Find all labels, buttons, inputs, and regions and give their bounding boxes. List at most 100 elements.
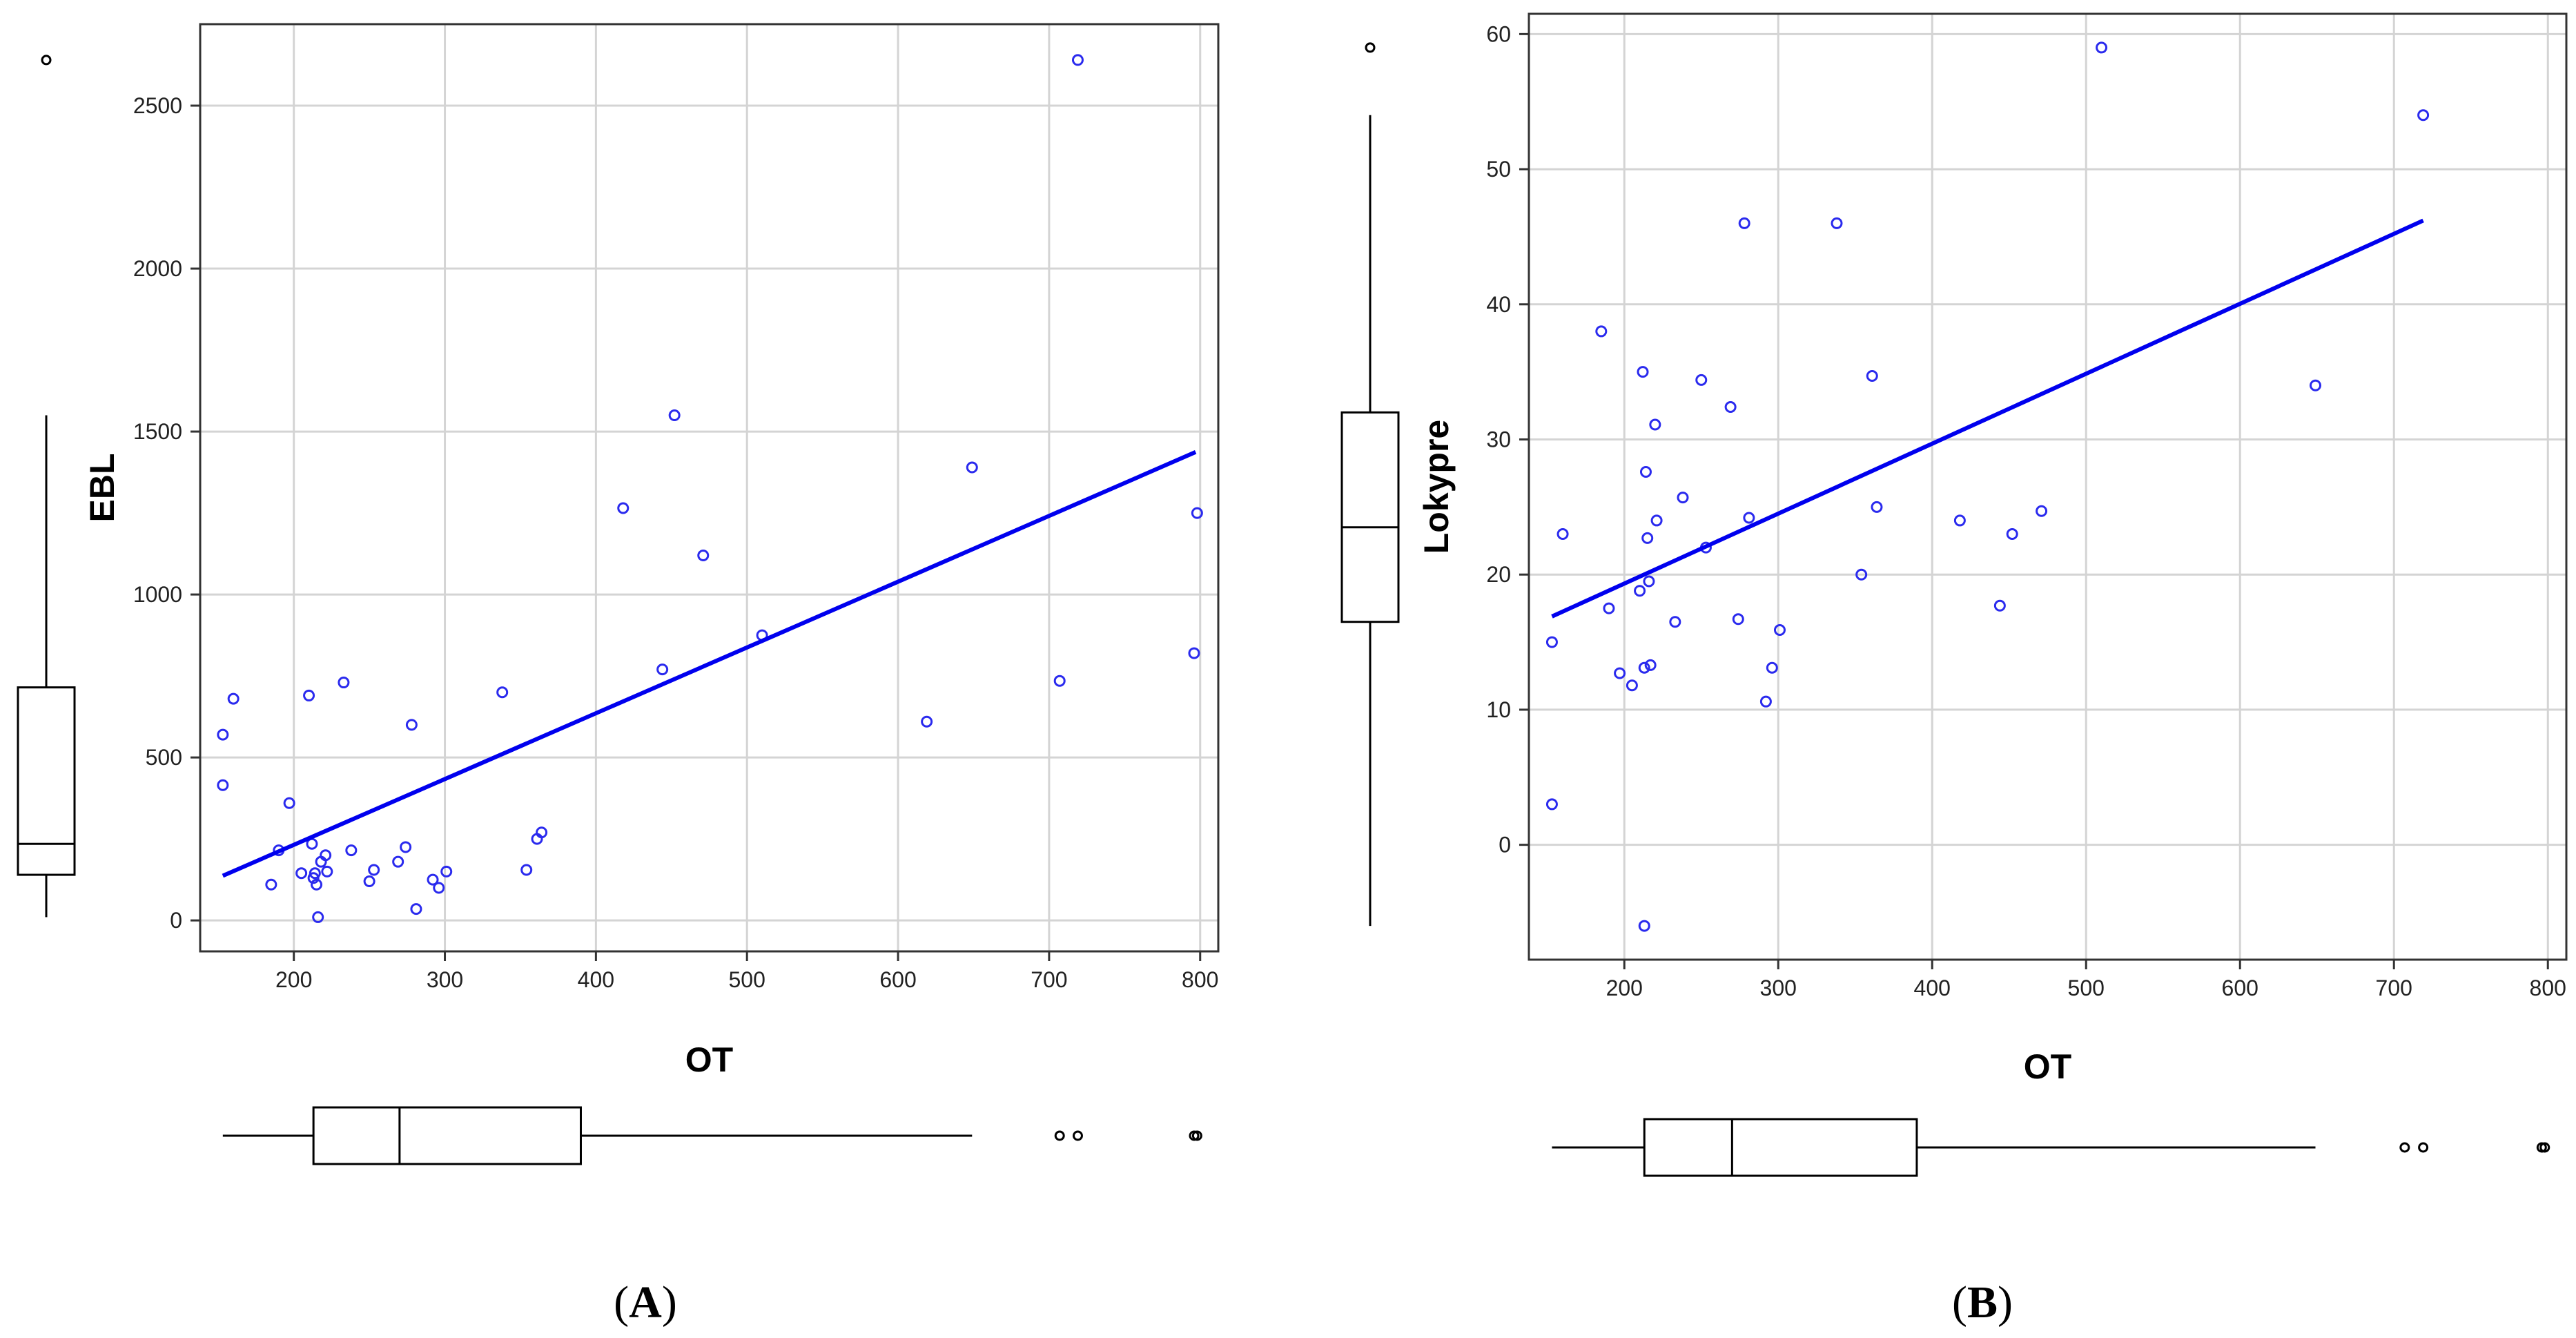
panel-b-y-tick-label-50: 50 bbox=[1486, 157, 1511, 182]
panel-b-point-21 bbox=[1724, 401, 1737, 414]
panel-b-x-boxplot-outlier-1 bbox=[2418, 1142, 2429, 1153]
panel-a-point-2 bbox=[227, 692, 240, 705]
panel-b-label-open: ( bbox=[1952, 1277, 1967, 1328]
panel-a-point-14 bbox=[320, 849, 332, 862]
panel-b-label: (B) bbox=[1952, 1277, 2013, 1328]
panel-a-point-28 bbox=[520, 864, 533, 876]
panel-a-label-close: ) bbox=[662, 1277, 677, 1328]
panel-b-x-axis-title: OT bbox=[2024, 1047, 2071, 1086]
panel-b-point-4 bbox=[1603, 602, 1615, 614]
panel-b-point-24 bbox=[1743, 512, 1755, 524]
panel-b-label-letter: B bbox=[1967, 1277, 1998, 1328]
panel-b-point-30 bbox=[1866, 370, 1878, 382]
panel-b-point-26 bbox=[1766, 661, 1778, 674]
panel-b-point-7 bbox=[1634, 585, 1646, 597]
panel-b-y-boxplot bbox=[1340, 42, 1400, 927]
panel-b-x-tick-label-600: 600 bbox=[2222, 976, 2258, 1000]
panel-b-x-tick-label-800: 800 bbox=[2530, 976, 2566, 1000]
panel-b-y-boxplot-box bbox=[1340, 411, 1400, 623]
panel-a-y-tick-label-2500: 2500 bbox=[133, 93, 182, 118]
panel-a-point-36 bbox=[921, 715, 933, 728]
panel-a-point-7 bbox=[303, 689, 315, 701]
panel-a-point-6 bbox=[295, 867, 308, 880]
panel-b-point-12 bbox=[1641, 532, 1654, 544]
panel-b-point-29 bbox=[1855, 568, 1868, 581]
panel-b-point-31 bbox=[1871, 501, 1883, 513]
panel-a-point-1 bbox=[217, 779, 229, 791]
panel-b-scatter-chart: 200 300 400 500 600 700 800 0 10 20 30 40 50 60 OT L… bbox=[1340, 12, 2568, 1328]
panel-b-y-axis-title: Lokypre bbox=[1417, 420, 1456, 554]
panel-a-point-40 bbox=[1188, 647, 1200, 659]
panel-a-x-ticks: 200 300 400 500 600 700 800 bbox=[275, 951, 1218, 992]
panel-b-plot-frame bbox=[1528, 12, 2568, 961]
panel-a-y-tick-label-0: 0 bbox=[170, 908, 182, 933]
panel-a-point-3 bbox=[265, 878, 277, 891]
panel-a-x-tick-label-700: 700 bbox=[1031, 967, 1067, 992]
panel-a-point-24 bbox=[427, 873, 439, 886]
panel-a-point-18 bbox=[363, 875, 375, 888]
panel-b-point-11 bbox=[1639, 465, 1652, 478]
panel-b-points bbox=[1545, 41, 2430, 932]
panel-b-point-10 bbox=[1638, 661, 1650, 674]
panel-a-y-boxplot-box bbox=[17, 686, 76, 876]
panel-b-point-17 bbox=[1669, 616, 1681, 628]
panel-a-point-17 bbox=[345, 844, 358, 857]
panel-a-point-41 bbox=[1191, 507, 1203, 519]
panel-b-point-34 bbox=[2006, 528, 2018, 540]
panel-a-point-27 bbox=[496, 686, 509, 699]
panel-a-point-39 bbox=[1071, 54, 1084, 66]
panel-b-regression-line bbox=[1551, 218, 2424, 619]
panel-a-x-tick-label-300: 300 bbox=[427, 967, 463, 992]
panel-b-label-close: ) bbox=[1998, 1277, 2013, 1328]
panel-b-y-tick-label-40: 40 bbox=[1486, 292, 1511, 317]
panel-b-y-tick-label-10: 10 bbox=[1486, 697, 1511, 722]
panel-a-regression-line bbox=[222, 450, 1197, 878]
panel-a-point-33 bbox=[668, 409, 681, 421]
panel-a-point-38 bbox=[1053, 675, 1066, 687]
panel-b-point-2 bbox=[1557, 528, 1569, 540]
panel-b-y-ticks: 0 10 20 30 40 50 60 bbox=[1486, 21, 1529, 857]
panel-b-point-19 bbox=[1695, 374, 1708, 386]
panel-a-label-letter: A bbox=[629, 1277, 662, 1328]
panel-b-point-23 bbox=[1738, 217, 1750, 229]
panel-a-label: (A) bbox=[614, 1277, 677, 1328]
panel-a-x-tick-label-600: 600 bbox=[879, 967, 916, 992]
panel-a-y-tick-label-1000: 1000 bbox=[133, 582, 182, 607]
panel-a-point-30 bbox=[536, 826, 548, 839]
panel-a-point-10 bbox=[309, 867, 321, 880]
panel-b-x-ticks: 200 300 400 500 600 700 800 bbox=[1606, 960, 2566, 1000]
panel-a-point-0 bbox=[217, 728, 229, 741]
panel-b-point-35 bbox=[2036, 505, 2048, 517]
panel-b-grid bbox=[1529, 14, 2566, 960]
panel-a-point-5 bbox=[283, 797, 295, 809]
panel-b-point-6 bbox=[1626, 679, 1638, 692]
panel-a-scatter-chart: 200 300 400 500 600 700 800 0 500 1000 1500 2000 25… bbox=[17, 23, 1220, 1328]
panel-a-x-boxplot bbox=[222, 1106, 1202, 1165]
panel-b-point-3 bbox=[1595, 325, 1608, 338]
panel-a-label-open: ( bbox=[614, 1277, 629, 1328]
panel-b-y-tick-label-30: 30 bbox=[1486, 427, 1511, 452]
panel-b-point-38 bbox=[2417, 109, 2430, 122]
panel-a-y-axis-title: EBL bbox=[83, 454, 121, 523]
panel-a-point-21 bbox=[400, 841, 412, 853]
panel-b-point-14 bbox=[1644, 659, 1657, 671]
panel-b-point-1 bbox=[1545, 798, 1558, 811]
panel-a-point-15 bbox=[321, 865, 333, 878]
panel-a-y-tick-label-1500: 1500 bbox=[133, 419, 182, 444]
panel-b-x-boxplot-outlier-0 bbox=[2399, 1142, 2410, 1153]
panel-b-x-boxplot-outlier-3 bbox=[2539, 1142, 2550, 1153]
panel-a-point-20 bbox=[392, 855, 404, 868]
panel-a-x-boxplot-outlier-1 bbox=[1072, 1130, 1083, 1141]
panel-a-y-tick-label-2000: 2000 bbox=[133, 256, 182, 281]
panel-a-point-9 bbox=[307, 872, 320, 884]
panel-b-point-8 bbox=[1637, 366, 1649, 378]
panel-b-point-9 bbox=[1638, 920, 1650, 932]
panel-a-point-34 bbox=[697, 549, 710, 561]
panel-b-point-18 bbox=[1677, 492, 1689, 504]
panel-b-point-0 bbox=[1545, 636, 1558, 648]
panel-a-x-boxplot-outlier-0 bbox=[1054, 1130, 1065, 1141]
panel-a-y-ticks: 0 500 1000 1500 2000 2500 bbox=[133, 93, 200, 933]
panel-a-point-32 bbox=[656, 663, 669, 676]
panel-a-y-boxplot-outlier-0 bbox=[41, 55, 52, 66]
